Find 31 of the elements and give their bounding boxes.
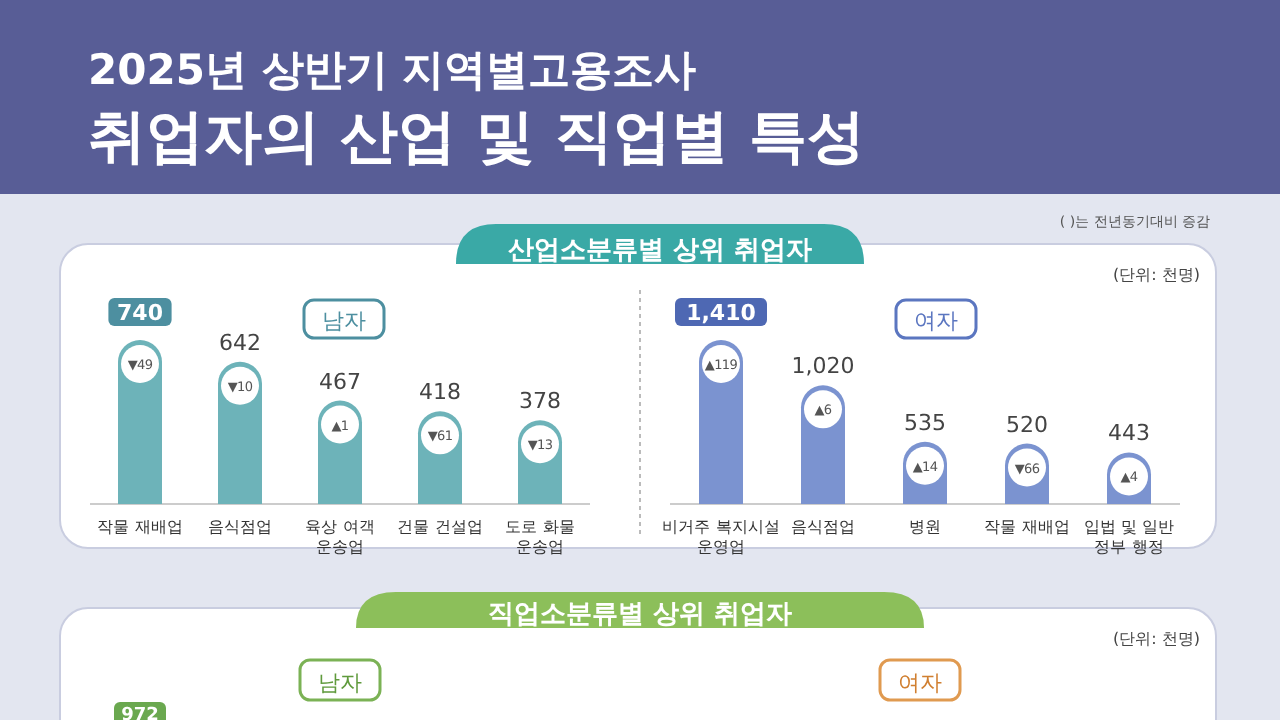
data-label: 642	[219, 329, 261, 356]
chart-title: 남자	[322, 308, 366, 334]
text: 직업소분류별 상위 취업자	[487, 600, 793, 630]
x-tick-label: 비거주 복지시설 운영업	[662, 518, 780, 556]
text: 여자	[898, 670, 942, 696]
x-tick-label: 육상 여객 운송업	[305, 518, 375, 556]
x-tick-label: 병원	[909, 518, 941, 536]
data-label: 467	[319, 368, 361, 395]
text: 취업자의 산업 및 직업별 특성	[88, 102, 865, 170]
text: 972	[121, 706, 159, 720]
data-label: 378	[519, 388, 561, 415]
text: 2025년 상반기 지역별고용조사	[88, 46, 697, 94]
data-label: 520	[1006, 411, 1048, 438]
data-label: 740	[117, 300, 164, 326]
data-label: 535	[904, 409, 946, 436]
x-tick-label: 건물 건설업	[397, 518, 483, 536]
x-tick-label: 도로 화물 운송업	[505, 518, 575, 556]
text: (단위: 천명)	[1113, 630, 1200, 648]
x-tick-label: 음식점업	[791, 518, 855, 536]
x-tick-label: 입법 및 일반 정부 행정	[1083, 518, 1175, 556]
text: (단위: 천명)	[1113, 266, 1200, 284]
data-label: 443	[1108, 420, 1150, 447]
data-label: 1,020	[791, 353, 855, 380]
x-tick-label: 음식점업	[208, 518, 272, 536]
x-tick-label: 작물 재배업	[984, 518, 1070, 536]
x-tick-label: 작물 재배업	[97, 518, 183, 536]
text: 남자	[318, 670, 362, 696]
chart-title: 여자	[914, 308, 958, 334]
data-label: 418	[419, 379, 461, 406]
data-label: 1,410	[686, 300, 757, 326]
text: 산업소분류별 상위 취업자	[507, 236, 813, 266]
